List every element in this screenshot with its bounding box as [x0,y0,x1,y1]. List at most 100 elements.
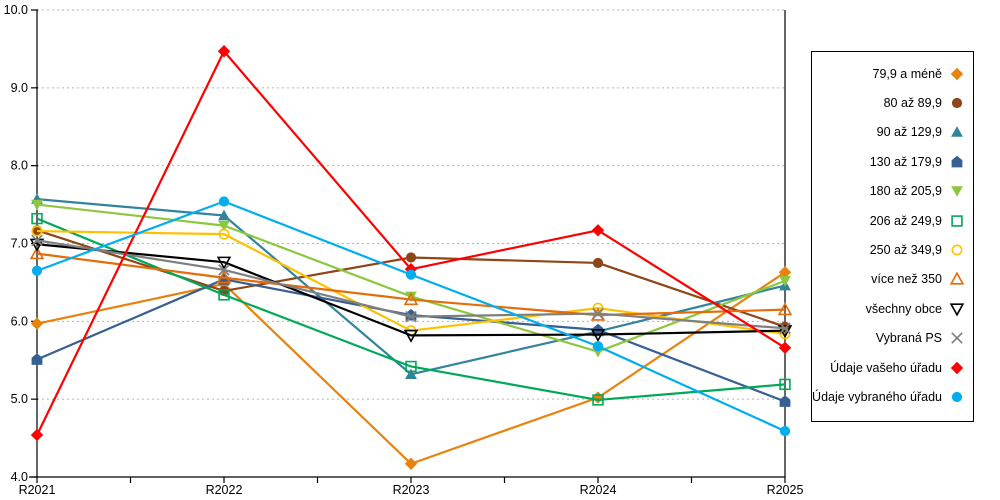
square-marker-icon [405,360,417,373]
legend-marker [951,155,963,168]
diamond-marker-icon [30,317,44,330]
legend-item-label: více než 350 [871,272,942,287]
square-marker-icon [951,214,963,227]
pentagon-marker-icon [951,155,963,168]
y-axis-label: 10.0 [4,3,28,17]
y-axis-label: 6.0 [11,314,28,328]
series-2 [31,193,791,380]
circle-marker-icon [218,196,230,207]
circle-marker-icon [31,265,43,276]
square-marker-icon [779,378,791,391]
circle-marker-icon [951,97,963,109]
legend-item-label: všechny obce [865,301,942,316]
legend-item-3: 130 až 179,9 [812,147,965,176]
x-marker-icon [218,264,230,276]
legend-item-label: 130 až 179,9 [869,154,942,169]
circle-marker-icon [405,252,417,263]
triangle-up-marker-icon [777,302,793,316]
triangle-down-marker-icon [405,291,417,303]
x-marker-icon [592,307,604,320]
diamond-marker-icon [778,266,792,279]
x-marker-icon [31,234,43,247]
series-11 [31,196,791,437]
legend-marker [951,214,963,227]
legend-item-11: Údaje vybraného úřadu [812,382,965,411]
legend-item-label: Vybraná PS [875,331,942,346]
legend-marker [951,391,963,403]
legend-item-1: 80 až 89,9 [812,88,965,117]
legend-item-label: 79,9 a méně [872,66,943,81]
legend-item-label: 90 až 129,9 [876,125,942,140]
y-axis-label: 8.0 [11,159,28,173]
triangle-down-marker-icon [949,303,965,317]
square-marker-icon [592,394,604,406]
pentagon-marker-icon [31,353,43,365]
series-line-8 [36,243,786,337]
triangle-up-marker-icon [405,368,417,380]
legend-item-10: Údaje vašeho úřadu [812,353,965,382]
diamond-marker-icon [950,67,964,80]
x-axis-label: R2023 [393,483,430,497]
legend-item-2: 90 až 129,9 [812,118,965,147]
legend-marker [949,271,965,286]
diamond-marker-icon [217,45,231,58]
pentagon-marker-icon [779,395,791,407]
legend-marker [951,97,963,109]
legend-item-7: více než 350 [812,265,965,294]
legend-item-5: 206 až 249,9 [812,206,965,235]
legend-item-label: 250 až 349,9 [869,243,942,258]
legend-marker [950,361,964,374]
y-axis-label: 5.0 [11,392,28,406]
series-line-7 [36,252,786,317]
legend-item-9: Vybraná PS [812,324,965,353]
y-axis-label: 9.0 [11,81,28,95]
diamond-marker-icon [778,341,792,354]
legend-item-label: Údaje vašeho úřadu [830,360,942,375]
series-8 [29,238,793,343]
series-3 [31,273,791,407]
triangle-down-marker-icon [403,329,419,343]
triangle-down-marker-icon [31,199,43,211]
diamond-marker-icon [591,224,605,237]
triangle-up-marker-icon [216,270,232,284]
legend-marker [951,244,963,256]
x-marker-icon [951,332,963,345]
x-axis-label: R2022 [206,483,243,497]
legend-marker [950,67,964,80]
legend-item-8: všechny obce [812,294,965,323]
square-marker-icon [218,289,230,301]
x-marker-icon [405,310,417,323]
y-axis-label: 4.0 [11,470,28,484]
legend-marker [951,186,963,198]
triangle-up-marker-icon [951,126,963,138]
circle-marker-icon [218,228,230,240]
x-axis-label: R2025 [767,483,804,497]
circle-marker-icon [951,391,963,403]
triangle-up-marker-icon [949,271,965,286]
circle-marker-icon [592,341,604,352]
circle-marker-icon [779,425,791,437]
legend-marker [951,126,963,138]
legend-marker [949,303,965,317]
circle-marker-icon [951,244,963,256]
diamond-marker-icon [950,361,964,374]
legend-item-0: 79,9 a méně [812,59,965,88]
legend-marker [951,332,963,345]
legend-item-label: 206 až 249,9 [869,213,942,228]
legend-item-label: 80 až 89,9 [883,96,942,111]
series-9 [31,234,791,335]
x-axis-label: R2021 [19,483,56,497]
circle-marker-icon [405,269,417,280]
diamond-marker-icon [404,457,418,470]
triangle-up-marker-icon [403,292,419,306]
x-marker-icon [779,322,791,335]
triangle-down-marker-icon [218,220,230,232]
series-10 [30,45,792,442]
x-axis-label: R2024 [580,483,617,497]
legend-item-4: 180 až 205,9 [812,177,965,206]
y-axis-label: 7.0 [11,237,28,251]
triangle-down-marker-icon [216,256,232,270]
legend-item-label: 180 až 205,9 [869,184,942,199]
